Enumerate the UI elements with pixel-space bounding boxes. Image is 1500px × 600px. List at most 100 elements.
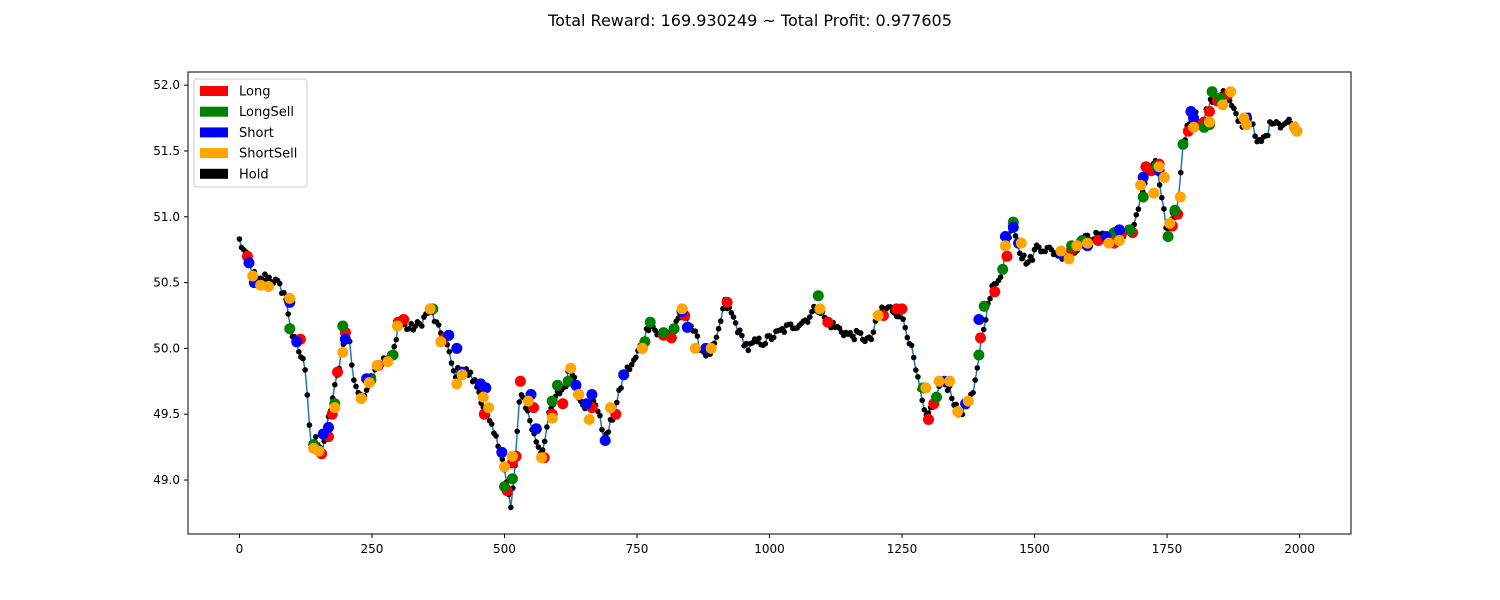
- hold-point: [302, 367, 308, 373]
- hold-point: [743, 340, 749, 347]
- hold-point: [412, 323, 419, 329]
- hold-point: [626, 366, 633, 373]
- shortsell-point: [506, 450, 518, 462]
- hold-point: [285, 311, 292, 317]
- hold-point: [508, 504, 514, 511]
- hold-point: [974, 365, 981, 371]
- short-point: [1007, 221, 1019, 233]
- hold-point: [393, 336, 400, 343]
- hold-point: [1025, 259, 1031, 265]
- shortsell-point: [284, 292, 296, 304]
- hold-point: [535, 444, 542, 450]
- shortsell-point: [962, 395, 974, 407]
- legend-swatch-shortsell: [200, 148, 228, 159]
- short-point: [1188, 112, 1200, 124]
- short-point: [339, 333, 351, 345]
- hold-point: [306, 422, 313, 428]
- shortsell-point: [382, 356, 394, 368]
- shortsell-point: [1153, 161, 1165, 173]
- long-point: [923, 414, 934, 425]
- shortsell-point: [1135, 179, 1147, 191]
- y-axis: 49.0 49.5 50.0 50.5 51.0 51.5 52.0: [153, 78, 188, 487]
- shortsell-point: [573, 389, 585, 400]
- hold-point: [1258, 138, 1265, 145]
- hold-point: [692, 328, 699, 335]
- x-tick-label: 2000: [1284, 542, 1315, 556]
- short-point: [618, 369, 630, 381]
- shortsell-point: [605, 402, 616, 414]
- longsell-point: [973, 349, 985, 361]
- hold-point: [1036, 244, 1042, 250]
- shortsell-point: [263, 281, 275, 292]
- short-point: [973, 314, 985, 325]
- long-point: [975, 332, 986, 344]
- hold-point: [351, 377, 357, 383]
- shortsell-point: [1291, 125, 1303, 137]
- hold-point: [1275, 120, 1282, 127]
- short-point: [291, 336, 303, 348]
- x-tick-label: 1250: [887, 542, 918, 556]
- shortsell-point: [636, 342, 648, 354]
- hold-point: [781, 329, 788, 335]
- hold-point: [949, 395, 955, 402]
- hold-point: [896, 313, 902, 320]
- shortsell-point: [313, 445, 325, 457]
- shortsell-point: [933, 375, 945, 387]
- hold-point: [1031, 246, 1038, 253]
- x-axis: 0 250 500 750 1000 1250 1500 1750 2000: [236, 534, 1315, 556]
- legend-label-shortsell: ShortSell: [239, 147, 297, 162]
- plot-area: [187, 71, 1352, 535]
- hold-point: [276, 280, 283, 287]
- hold-point: [1159, 194, 1165, 201]
- hold-point: [713, 334, 720, 341]
- hold-point: [599, 426, 605, 433]
- long-point: [514, 375, 526, 387]
- shortsell-point: [355, 392, 367, 404]
- hold-point: [1156, 182, 1163, 188]
- shortsell-point: [952, 406, 964, 418]
- hold-point: [756, 335, 762, 342]
- shortsell-point: [689, 342, 701, 354]
- shortsell-point: [1113, 235, 1125, 246]
- hold-point: [544, 424, 550, 430]
- hold-point: [488, 421, 495, 427]
- hold-point: [717, 318, 724, 324]
- hold-point: [391, 343, 398, 350]
- chart-title: Total Reward: 169.930249 ~ Total Profit:…: [547, 11, 952, 30]
- hold-point: [541, 438, 548, 445]
- long-point: [665, 332, 677, 344]
- hold-point: [1135, 206, 1142, 212]
- hold-point: [1161, 206, 1167, 212]
- hold-point: [304, 392, 311, 398]
- short-point: [681, 321, 693, 333]
- hold-point: [353, 383, 359, 390]
- hold-point: [1231, 105, 1237, 112]
- hold-point: [1012, 233, 1019, 239]
- hold-point: [915, 374, 921, 380]
- short-point: [496, 446, 508, 458]
- hold-point: [605, 429, 612, 435]
- shortsell-point: [1174, 191, 1186, 203]
- shortsell-point: [451, 378, 463, 390]
- hold-point: [1178, 169, 1184, 176]
- shortsell-point: [477, 391, 489, 403]
- shortsell-point: [583, 414, 595, 425]
- shortsell-point: [944, 375, 956, 387]
- hold-point: [739, 332, 745, 339]
- hold-point: [980, 326, 987, 333]
- shortsell-point: [1015, 237, 1027, 249]
- short-point: [570, 379, 582, 391]
- hold-point: [262, 271, 268, 278]
- hold-point: [652, 327, 658, 334]
- hold-point: [762, 340, 769, 347]
- x-tick-label: 1750: [1152, 542, 1183, 556]
- hold-point: [715, 325, 722, 332]
- shortsell-point: [363, 377, 375, 389]
- legend-label-hold: Hold: [239, 167, 269, 182]
- hold-point: [533, 439, 540, 445]
- hold-point: [870, 329, 877, 336]
- hold-point: [902, 324, 908, 331]
- longsell-point: [284, 323, 296, 335]
- hold-point: [467, 369, 474, 376]
- hold-point: [910, 354, 917, 361]
